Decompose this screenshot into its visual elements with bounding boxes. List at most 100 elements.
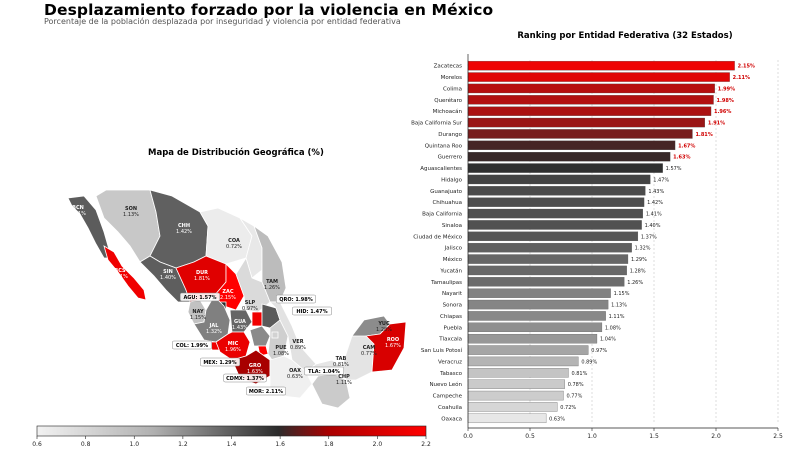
value-label: 0.63%	[549, 416, 565, 422]
value-label: 1.42%	[647, 200, 663, 206]
bar-22	[467, 311, 606, 321]
category-label: Baja California	[422, 212, 462, 218]
map-label-code: TAM	[266, 279, 278, 285]
map-label-value: 0.89%	[290, 345, 306, 351]
map-label-mor: MOR: 2.11%	[246, 386, 286, 396]
map-label-text: AGU: 1.57%	[183, 295, 216, 301]
bar-3	[467, 95, 714, 105]
map-label-text: COL: 1.99%	[176, 343, 208, 349]
value-label: 0.81%	[571, 371, 587, 377]
value-label: 1.32%	[635, 246, 651, 252]
colorbar-tick-label: 1.4	[227, 441, 237, 448]
main-subtitle: Porcentaje de la población desplazada po…	[44, 17, 401, 26]
bar-11	[467, 186, 646, 196]
bar-9	[467, 163, 663, 173]
colorbar-tick-label: 2.2	[421, 441, 431, 448]
map-label-value: 1.43%	[232, 325, 248, 331]
state-chp	[311, 373, 351, 409]
category-label: Guanajuato	[430, 189, 463, 195]
state-gua	[229, 309, 253, 333]
value-label: 2.15%	[738, 64, 755, 70]
bar-18	[467, 265, 627, 276]
value-label: 1.04%	[600, 337, 616, 343]
bar-26	[467, 356, 579, 367]
colorbar-tick-label: 2.0	[373, 441, 383, 448]
map-label-text: MOR: 2.11%	[249, 389, 283, 395]
bar-5	[467, 117, 705, 128]
map-label-box	[223, 373, 267, 383]
value-label: 1.08%	[605, 325, 621, 331]
value-label: 1.57%	[666, 166, 682, 172]
map-label-box	[276, 294, 316, 304]
map-label-text: CDMX: 1.37%	[226, 376, 264, 382]
main-title: Desplazamiento forzado por la violencia …	[44, 1, 494, 19]
map-label-cdmx: CDMX: 1.37%	[223, 373, 267, 383]
map-label-code: CAM	[363, 345, 376, 351]
value-label: 1.26%	[627, 280, 643, 286]
map-label-value: 1.40%	[160, 275, 176, 281]
map-label-value: 1.63%	[247, 369, 263, 375]
category-label: Tamaulipas	[430, 280, 462, 286]
bar-axes: Zacatecas 2.15% Morelos 2.11% Colima 1.99% Que…	[411, 54, 783, 440]
map-title: Mapa de Distribución Geográfica (%)	[148, 148, 324, 158]
bar-6	[467, 129, 693, 139]
map-label-value: 0.63%	[287, 374, 303, 380]
bar-21	[467, 299, 609, 310]
map-label-box	[200, 357, 240, 367]
map-label-value: 1.15%	[190, 315, 206, 321]
map-label-value: 2.15%	[220, 295, 236, 301]
map-label-code: JAL	[209, 323, 220, 329]
category-label: Quintana Roo	[425, 143, 463, 149]
bar-0	[467, 60, 735, 71]
map-label-hid: HID: 1.47%	[292, 306, 332, 316]
value-label: 1.40%	[645, 223, 661, 229]
value-label: 1.47%	[653, 177, 669, 183]
map-label-value: 1.26%	[264, 285, 280, 291]
category-label: Colima	[443, 86, 462, 92]
colorbar-tick-label: 1.2	[178, 441, 188, 448]
category-label: Yucatán	[439, 267, 462, 274]
bar-20	[467, 288, 611, 298]
category-label: Tlaxcala	[438, 337, 462, 343]
bar-28	[467, 379, 565, 389]
map-label-code: GRO	[249, 363, 261, 369]
category-label: Oaxaca	[441, 416, 462, 422]
x-tick-label: 2.0	[711, 433, 721, 440]
state-coa	[199, 207, 253, 265]
category-label: Coahuila	[438, 405, 462, 411]
map-label-value: 0.77%	[361, 351, 377, 357]
bar-13	[467, 208, 643, 219]
category-label: Zacatecas	[434, 64, 462, 70]
map-label-value: 1.81%	[194, 276, 210, 282]
map-label-code: DUR	[196, 270, 208, 276]
bar-8	[467, 151, 671, 162]
category-label: Chihuahua	[432, 200, 462, 206]
map-label-value: 1.08%	[273, 351, 289, 357]
map-label-value: 1.96%	[225, 347, 241, 353]
x-tick-label: 1.5	[649, 433, 659, 440]
colorbar-tick-label: 0.8	[81, 441, 91, 448]
map-states	[67, 189, 407, 409]
value-label: 0.78%	[568, 382, 584, 388]
value-label: 1.81%	[695, 132, 712, 138]
map-label-text: TLA: 1.04%	[308, 369, 340, 375]
map-label-code: SLP	[245, 300, 256, 306]
state-bcs	[103, 245, 147, 301]
category-label: Hidalgo	[441, 177, 463, 183]
category-label: Sinaloa	[442, 223, 462, 229]
category-label: México	[443, 256, 463, 263]
map-label-code: BCN	[72, 205, 84, 211]
category-label: Chiapas	[440, 314, 462, 320]
